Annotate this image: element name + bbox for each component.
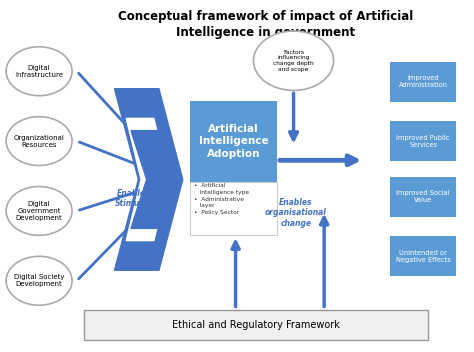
Circle shape: [6, 47, 72, 96]
Text: Improved
Administration: Improved Administration: [399, 75, 447, 88]
FancyBboxPatch shape: [84, 310, 428, 340]
Polygon shape: [115, 89, 183, 270]
Text: Improved Social
Value: Improved Social Value: [396, 190, 450, 203]
Circle shape: [6, 256, 72, 305]
Text: Enables
organisational
change: Enables organisational change: [265, 198, 327, 228]
FancyBboxPatch shape: [190, 182, 277, 235]
Text: Enablers
Stimulate: Enablers Stimulate: [115, 189, 156, 208]
FancyBboxPatch shape: [390, 62, 456, 102]
Text: Unintended or
Negative Effects: Unintended or Negative Effects: [396, 250, 450, 263]
Text: Organizational
Resources: Organizational Resources: [14, 134, 64, 147]
Text: Improved Public
Services: Improved Public Services: [396, 134, 450, 147]
Circle shape: [6, 117, 72, 165]
Text: Digital Society
Development: Digital Society Development: [14, 274, 64, 287]
Circle shape: [254, 31, 334, 90]
FancyBboxPatch shape: [390, 121, 456, 161]
Polygon shape: [131, 131, 176, 228]
Text: Ethical and Regulatory Framework: Ethical and Regulatory Framework: [172, 320, 340, 330]
FancyBboxPatch shape: [190, 101, 277, 182]
Text: •  Artificial
   Intelligence type
•  Administrative
   layer
•  Policy Sector: • Artificial Intelligence type • Adminis…: [194, 183, 249, 215]
Text: Conceptual framework of impact of Artificial
Intelligence in government: Conceptual framework of impact of Artifi…: [118, 10, 413, 39]
Text: Digital
Government
Development: Digital Government Development: [16, 201, 63, 221]
Circle shape: [6, 187, 72, 235]
Text: Artificial
Intelligence
Adoption: Artificial Intelligence Adoption: [199, 124, 268, 159]
FancyBboxPatch shape: [390, 236, 456, 276]
Text: Factors
influencing
change depth
and scope: Factors influencing change depth and sco…: [273, 50, 314, 72]
Text: Digital
Infrastructure: Digital Infrastructure: [15, 65, 63, 78]
FancyBboxPatch shape: [390, 177, 456, 217]
Polygon shape: [126, 118, 169, 241]
